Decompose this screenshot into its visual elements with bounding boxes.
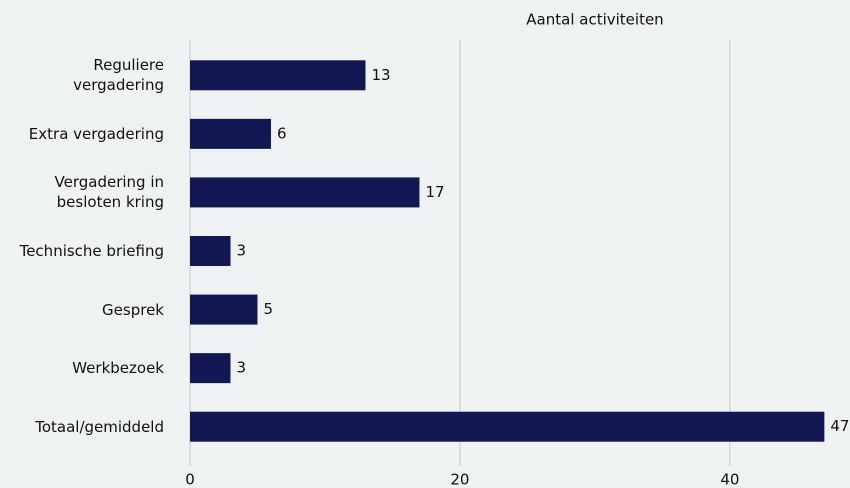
bar bbox=[190, 177, 420, 208]
y-tick-label: Extra vergadering bbox=[28, 124, 164, 143]
category-label-box: Gesprek bbox=[102, 300, 164, 319]
data-label: 5 bbox=[263, 300, 273, 318]
category-label-box: Vergadering in besloten kring bbox=[54, 173, 165, 212]
category-label-box: Technische briefing bbox=[19, 242, 164, 260]
data-label: 47 bbox=[830, 417, 849, 435]
data-label: 13 bbox=[371, 66, 390, 84]
y-tick-label: Gesprek bbox=[102, 300, 164, 319]
y-tick-label: Reguliere vergadering bbox=[73, 56, 164, 95]
bar bbox=[190, 60, 366, 91]
category-label-box: Werkbezoek bbox=[72, 359, 164, 378]
bar bbox=[190, 236, 231, 266]
chart-title: Aantal activiteiten bbox=[526, 11, 663, 29]
x-tick-label: 20 bbox=[450, 471, 469, 488]
bar bbox=[190, 353, 231, 384]
category-label-box: Reguliere vergadering bbox=[73, 56, 164, 95]
x-tick-label: 40 bbox=[720, 471, 739, 488]
data-label: 3 bbox=[236, 359, 246, 377]
y-tick-label: Technische briefing bbox=[19, 242, 164, 260]
y-tick-label: Totaal/gemiddeld bbox=[35, 417, 164, 436]
y-tick-label: Werkbezoek bbox=[72, 359, 164, 378]
data-label: 17 bbox=[425, 183, 444, 201]
y-tick-label: Vergadering in besloten kring bbox=[54, 173, 165, 212]
data-label: 6 bbox=[277, 124, 287, 142]
category-label-box: Extra vergadering bbox=[28, 124, 164, 143]
category-label-box: Totaal/gemiddeld bbox=[35, 417, 164, 436]
bar bbox=[190, 118, 271, 149]
data-label: 3 bbox=[236, 242, 246, 260]
bar bbox=[190, 294, 258, 325]
x-tick-label: 0 bbox=[185, 471, 195, 488]
bar bbox=[190, 411, 825, 442]
